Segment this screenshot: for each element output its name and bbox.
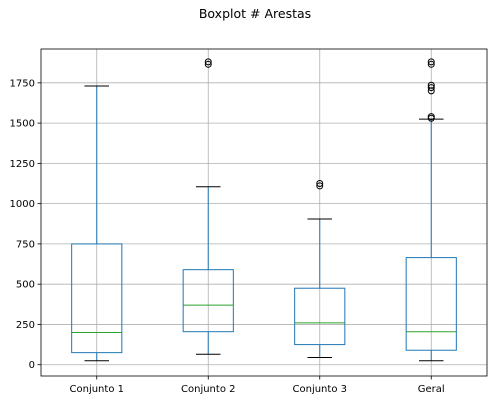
box-group-4 bbox=[405, 58, 457, 362]
outlier-point bbox=[316, 182, 324, 190]
box-layer bbox=[71, 58, 457, 362]
box-group-1 bbox=[71, 85, 123, 362]
y-tick-label: 750 bbox=[16, 239, 35, 250]
y-tick-label: 1000 bbox=[10, 199, 35, 210]
outlier-point bbox=[427, 113, 435, 121]
grid-layer bbox=[41, 49, 487, 376]
y-tick-label: 0 bbox=[29, 360, 35, 371]
iqr-box bbox=[294, 287, 346, 346]
x-tick-label: Conjunto 1 bbox=[70, 384, 124, 395]
x-tick-label: Geral bbox=[418, 384, 445, 395]
axis-layer: 0 250 500 750 1000 1250 1500 1750 Conjunto 1 Conj… bbox=[10, 48, 488, 395]
iqr-box bbox=[182, 269, 234, 333]
chart-title: Boxplot # Arestas bbox=[199, 6, 311, 21]
y-tick-label: 1500 bbox=[10, 119, 35, 130]
outlier-point bbox=[316, 180, 324, 188]
outlier-point bbox=[427, 60, 435, 68]
y-tick-label: 1250 bbox=[10, 159, 35, 170]
box-group-2 bbox=[182, 58, 234, 355]
outlier-point bbox=[427, 58, 435, 66]
iqr-box bbox=[405, 257, 457, 351]
outlier-point bbox=[204, 60, 212, 68]
x-tick-label: Conjunto 3 bbox=[293, 384, 347, 395]
y-tick-label: 500 bbox=[16, 280, 35, 291]
outlier-point bbox=[204, 58, 212, 66]
x-tick-label: Conjunto 2 bbox=[181, 384, 235, 395]
iqr-box bbox=[71, 243, 123, 354]
y-tick-label: 1750 bbox=[10, 78, 35, 89]
plot-frame bbox=[40, 48, 488, 377]
box-group-3 bbox=[294, 180, 346, 358]
outlier-point bbox=[427, 84, 435, 92]
y-tick-label: 250 bbox=[16, 320, 35, 331]
outlier-point bbox=[427, 81, 435, 89]
